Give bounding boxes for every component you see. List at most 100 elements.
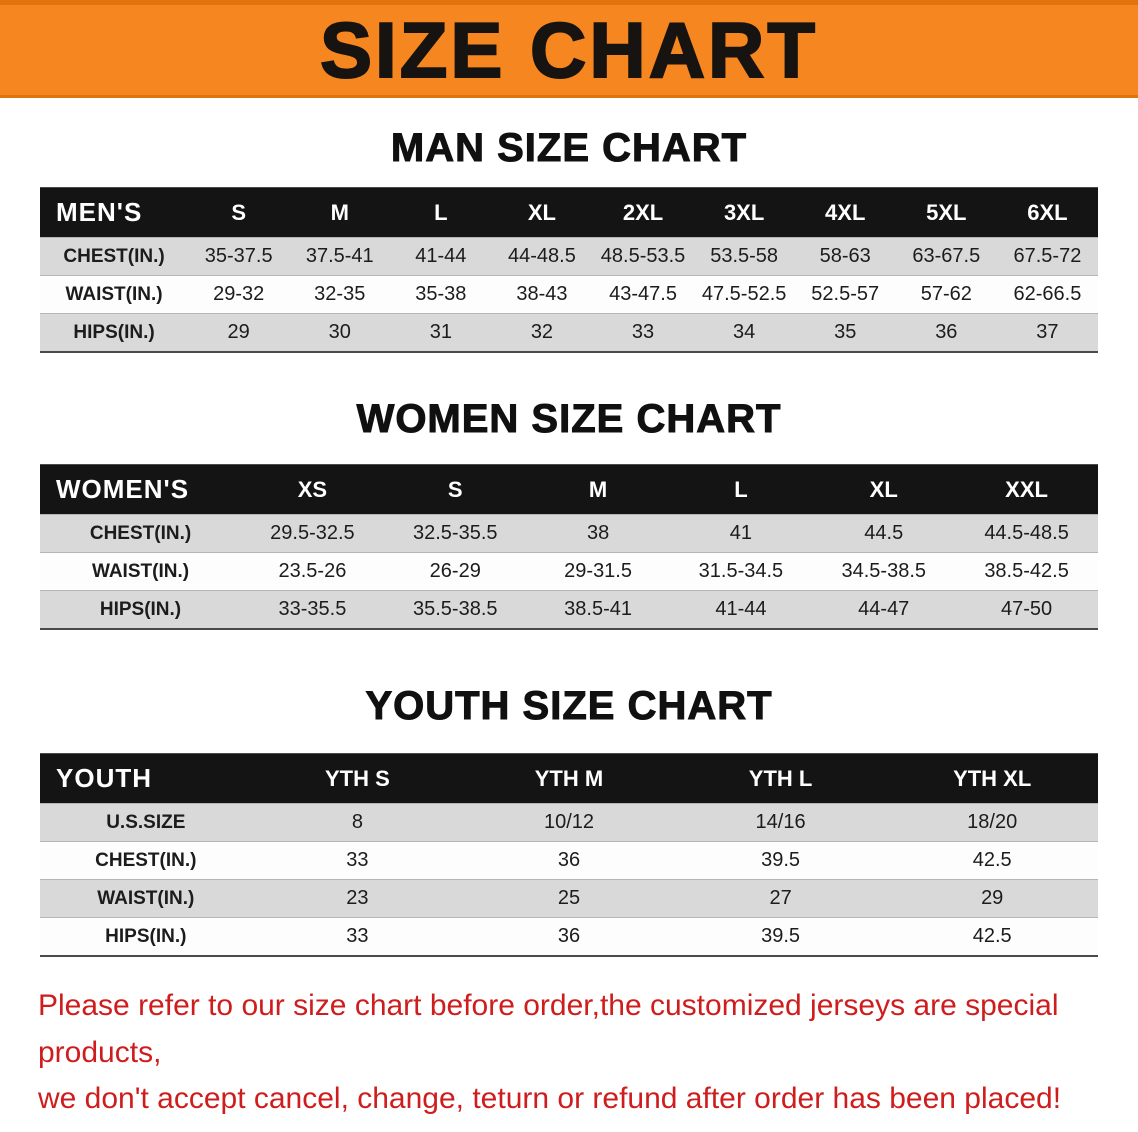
size-header-cell: S <box>383 464 527 515</box>
value-cell: 29-31.5 <box>526 552 670 591</box>
value-cell: 29 <box>886 879 1098 918</box>
table-row: CHEST(IN.) 29.5-32.5 32.5-35.5 38 41 44.5 44.5… <box>40 514 1098 553</box>
value-cell: 35.5-38.5 <box>383 590 527 629</box>
youth-size-table: YOUTH YTH S YTH M YTH L YTH XL U.S.SIZE 8 10/12… <box>40 753 1098 957</box>
size-header-cell: L <box>669 464 813 515</box>
value-cell: 38-43 <box>491 275 593 314</box>
table-row: WAIST(IN.) 23 25 27 29 <box>40 879 1098 918</box>
table-row: HIPS(IN.) 29 30 31 32 33 34 35 36 37 <box>40 313 1098 352</box>
value-cell: 57-62 <box>895 275 997 314</box>
table-title-cell: WOMEN'S <box>40 464 242 515</box>
value-cell: 47.5-52.5 <box>693 275 795 314</box>
value-cell: 38.5-42.5 <box>955 552 1098 591</box>
value-cell: 42.5 <box>886 917 1098 956</box>
value-cell: 42.5 <box>886 841 1098 880</box>
value-cell: 39.5 <box>674 841 887 880</box>
value-cell: 38.5-41 <box>526 590 670 629</box>
value-cell: 35-38 <box>390 275 492 314</box>
table-header-row: YOUTH YTH S YTH M YTH L YTH XL <box>40 753 1098 804</box>
row-label-cell: WAIST(IN.) <box>40 275 189 314</box>
women-section: WOMEN SIZE CHART WOMEN'S XS S M L XL XXL CHEST(… <box>0 397 1138 630</box>
table-title-cell: MEN'S <box>40 187 189 238</box>
disclaimer-note: Please refer to our size chart before or… <box>38 983 1100 1123</box>
value-cell: 62-66.5 <box>996 275 1098 314</box>
women-size-table: WOMEN'S XS S M L XL XXL CHEST(IN.) 29.5-32.5 32.5… <box>40 464 1098 630</box>
value-cell: 52.5-57 <box>794 275 896 314</box>
row-label-cell: WAIST(IN.) <box>40 552 242 591</box>
men-section-heading: MAN SIZE CHART <box>390 126 748 171</box>
row-label-cell: HIPS(IN.) <box>40 590 242 629</box>
size-header-cell: S <box>188 187 290 238</box>
size-header-cell: 2XL <box>592 187 694 238</box>
value-cell: 37 <box>996 313 1098 352</box>
value-cell: 35-37.5 <box>188 237 290 276</box>
table-row: CHEST(IN.) 33 36 39.5 42.5 <box>40 841 1098 880</box>
value-cell: 44.5-48.5 <box>955 514 1098 553</box>
row-label-cell: CHEST(IN.) <box>40 514 242 553</box>
size-header-cell: M <box>526 464 670 515</box>
row-label-cell: CHEST(IN.) <box>40 841 252 880</box>
value-cell: 37.5-41 <box>289 237 391 276</box>
value-cell: 23.5-26 <box>241 552 384 591</box>
value-cell: 31.5-34.5 <box>669 552 813 591</box>
value-cell: 10/12 <box>463 803 675 842</box>
table-row: WAIST(IN.) 29-32 32-35 35-38 38-43 43-47.5 47.… <box>40 275 1098 314</box>
disclaimer-line-2: we don't accept cancel, change, teturn o… <box>38 1082 1062 1115</box>
value-cell: 35 <box>794 313 896 352</box>
table-row: U.S.SIZE 8 10/12 14/16 18/20 <box>40 803 1098 842</box>
row-label-cell: U.S.SIZE <box>40 803 252 842</box>
value-cell: 18/20 <box>886 803 1098 842</box>
value-cell: 25 <box>463 879 675 918</box>
row-label-cell: HIPS(IN.) <box>40 917 252 956</box>
disclaimer-line-1: Please refer to our size chart before or… <box>38 989 1059 1069</box>
size-header-cell: 4XL <box>794 187 896 238</box>
table-row: WAIST(IN.) 23.5-26 26-29 29-31.5 31.5-34.5 34… <box>40 552 1098 591</box>
value-cell: 32-35 <box>289 275 391 314</box>
value-cell: 33 <box>251 917 464 956</box>
value-cell: 14/16 <box>674 803 887 842</box>
value-cell: 34 <box>693 313 795 352</box>
value-cell: 32.5-35.5 <box>383 514 527 553</box>
value-cell: 8 <box>251 803 464 842</box>
size-header-cell: XL <box>812 464 956 515</box>
value-cell: 29.5-32.5 <box>241 514 384 553</box>
value-cell: 36 <box>463 841 675 880</box>
size-header-cell: YTH S <box>251 753 464 804</box>
value-cell: 43-47.5 <box>592 275 694 314</box>
value-cell: 67.5-72 <box>996 237 1098 276</box>
value-cell: 36 <box>895 313 997 352</box>
size-header-cell: 5XL <box>895 187 997 238</box>
banner: SIZE CHART <box>0 0 1138 98</box>
value-cell: 47-50 <box>955 590 1098 629</box>
table-row: HIPS(IN.) 33 36 39.5 42.5 <box>40 917 1098 956</box>
value-cell: 44.5 <box>812 514 956 553</box>
size-header-cell: XL <box>491 187 593 238</box>
value-cell: 30 <box>289 313 391 352</box>
value-cell: 23 <box>251 879 464 918</box>
value-cell: 63-67.5 <box>895 237 997 276</box>
youth-section-heading: YOUTH SIZE CHART <box>365 684 773 729</box>
value-cell: 33 <box>251 841 464 880</box>
value-cell: 34.5-38.5 <box>812 552 956 591</box>
size-header-cell: 6XL <box>996 187 1098 238</box>
value-cell: 31 <box>390 313 492 352</box>
value-cell: 44-48.5 <box>491 237 593 276</box>
women-section-heading: WOMEN SIZE CHART <box>356 397 782 442</box>
value-cell: 38 <box>526 514 670 553</box>
banner-title: SIZE CHART <box>319 5 818 95</box>
value-cell: 58-63 <box>794 237 896 276</box>
value-cell: 33 <box>592 313 694 352</box>
size-header-cell: L <box>390 187 492 238</box>
value-cell: 48.5-53.5 <box>592 237 694 276</box>
size-header-cell: XS <box>241 464 384 515</box>
value-cell: 26-29 <box>383 552 527 591</box>
value-cell: 39.5 <box>674 917 887 956</box>
size-header-cell: YTH M <box>463 753 675 804</box>
value-cell: 36 <box>463 917 675 956</box>
value-cell: 53.5-58 <box>693 237 795 276</box>
value-cell: 29-32 <box>188 275 290 314</box>
size-header-cell: M <box>289 187 391 238</box>
row-label-cell: CHEST(IN.) <box>40 237 189 276</box>
value-cell: 33-35.5 <box>241 590 384 629</box>
